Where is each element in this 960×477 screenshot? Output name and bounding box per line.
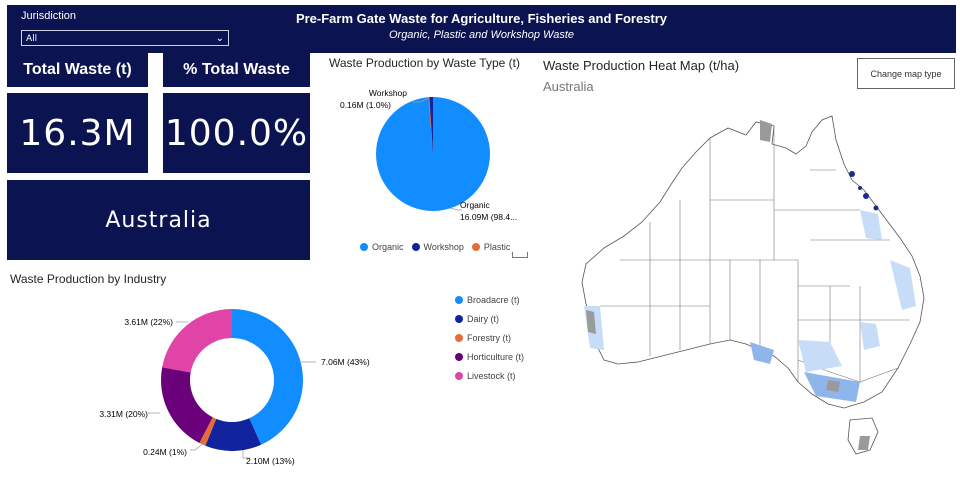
workshop-label-name: Workshop bbox=[369, 88, 407, 98]
legend-item-organic[interactable]: Organic bbox=[360, 237, 404, 256]
region-card: Australia bbox=[7, 180, 310, 260]
legend-dot bbox=[360, 242, 368, 251]
heat-region-mid bbox=[750, 342, 774, 364]
region-lines bbox=[600, 169, 910, 382]
pie-slice-plastic bbox=[428, 97, 433, 154]
resize-handle-icon[interactable] bbox=[512, 252, 528, 258]
heat-region-light bbox=[798, 340, 842, 372]
map-title: Waste Production Heat Map (t/ha) bbox=[543, 58, 740, 73]
page-title: Pre-Farm Gate Waste for Agriculture, Fis… bbox=[295, 11, 668, 26]
total-waste-header: Total Waste (t) bbox=[7, 53, 148, 87]
legend-item-broadacre[interactable]: Broadacre (t) bbox=[455, 290, 524, 309]
donut-label-horticulture: 3.31M (20%) bbox=[99, 409, 148, 419]
legend-dot bbox=[471, 242, 480, 251]
leader-line-workshop bbox=[412, 97, 430, 103]
legend-item-horticulture[interactable]: Horticulture (t) bbox=[455, 347, 524, 366]
heat-region-light bbox=[860, 322, 880, 350]
legend-label: Livestock (t) bbox=[467, 370, 516, 381]
organic-label-name: Organic bbox=[460, 200, 491, 210]
no-data-region bbox=[858, 436, 870, 450]
legend-label: Workshop bbox=[423, 241, 464, 252]
pie-slice-workshop bbox=[429, 96, 433, 154]
industry-legend: Broadacre (t) Dairy (t) Forestry (t) Hor… bbox=[455, 290, 524, 385]
legend-dot bbox=[455, 371, 463, 380]
header-banner: Jurisdiction All ⌄ Pre-Farm Gate Waste f… bbox=[7, 5, 956, 53]
donut-label-livestock: 3.61M (22%) bbox=[124, 317, 173, 327]
legend-item-plastic[interactable]: Plastic bbox=[471, 237, 511, 256]
legend-item-forestry[interactable]: Forestry (t) bbox=[455, 328, 524, 347]
heat-region-light bbox=[860, 210, 882, 240]
donut-label-forestry: 0.24M (1%) bbox=[143, 447, 187, 457]
jurisdiction-label: Jurisdiction bbox=[21, 10, 77, 22]
legend-item-livestock[interactable]: Livestock (t) bbox=[455, 366, 524, 385]
waste-type-pie: Workshop 0.16M (1.0%) Organic 16.09M (98… bbox=[340, 88, 517, 222]
jurisdiction-dropdown[interactable]: All ⌄ bbox=[21, 30, 229, 46]
heat-hotspot bbox=[863, 193, 869, 199]
no-data-region bbox=[760, 120, 772, 142]
legend-label: Dairy (t) bbox=[467, 313, 499, 324]
leader-line-organic bbox=[449, 207, 462, 211]
industry-donut: 7.06M (43%) 2.10M (13%) 0.24M (1%) 3.31M… bbox=[99, 309, 370, 466]
industry-chart-title: Waste Production by Industry bbox=[10, 272, 167, 286]
legend-label: Horticulture (t) bbox=[467, 351, 525, 362]
map-subtitle: Australia bbox=[543, 79, 594, 94]
leader-line bbox=[190, 441, 206, 451]
workshop-label-value: 0.16M (1.0%) bbox=[340, 100, 391, 110]
legend-label: Plastic bbox=[483, 241, 511, 252]
legend-label: Organic bbox=[372, 241, 404, 252]
legend-dot bbox=[455, 333, 463, 342]
no-data-region bbox=[586, 310, 596, 334]
legend-dot bbox=[455, 352, 463, 361]
legend-item-dairy[interactable]: Dairy (t) bbox=[455, 309, 524, 328]
total-waste-value: 16.3M bbox=[7, 93, 148, 173]
donut-label-dairy: 2.10M (13%) bbox=[246, 456, 295, 466]
no-data-region bbox=[826, 380, 840, 392]
change-map-type-button[interactable]: Change map type bbox=[857, 58, 955, 89]
donut-hole bbox=[190, 338, 274, 422]
legend-dot bbox=[455, 314, 463, 323]
legend-label: Broadacre (t) bbox=[467, 294, 520, 305]
heat-hotspot bbox=[873, 205, 879, 211]
mainland-australia bbox=[581, 115, 925, 409]
leader-line bbox=[242, 450, 250, 459]
pct-total-value: 100.0% bbox=[163, 93, 310, 173]
legend-label: Forestry (t) bbox=[467, 332, 511, 343]
organic-label-value: 16.09M (98.4... bbox=[460, 212, 517, 222]
legend-dot bbox=[455, 295, 463, 304]
chevron-down-icon: ⌄ bbox=[215, 33, 224, 44]
heat-region-light bbox=[890, 260, 916, 310]
pct-total-header: % Total Waste bbox=[163, 53, 310, 87]
heat-hotspot bbox=[858, 186, 862, 190]
donut-label-broadacre: 7.06M (43%) bbox=[321, 357, 370, 367]
heat-hotspot bbox=[849, 171, 855, 177]
australia-heat-map[interactable] bbox=[560, 110, 950, 465]
jurisdiction-value: All bbox=[26, 34, 38, 44]
waste-type-legend: Organic Workshop Plastic bbox=[360, 237, 510, 256]
legend-item-workshop[interactable]: Workshop bbox=[411, 237, 464, 256]
page-subtitle: Organic, Plastic and Workshop Waste bbox=[388, 29, 575, 41]
waste-type-chart-title: Waste Production by Waste Type (t) bbox=[329, 56, 520, 70]
legend-dot bbox=[411, 242, 420, 251]
